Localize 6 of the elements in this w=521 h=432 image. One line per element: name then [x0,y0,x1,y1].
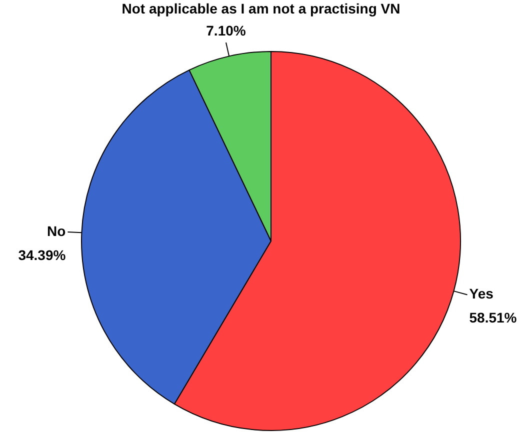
data-label: 58.51% [469,310,518,326]
slice-label: No [47,222,66,239]
slice-label: Not applicable as I am not a practising VN [122,0,400,16]
data-label: 7.10% [206,22,246,38]
slice-label: Yes [469,286,494,302]
data-label: 34.39% [18,246,66,263]
